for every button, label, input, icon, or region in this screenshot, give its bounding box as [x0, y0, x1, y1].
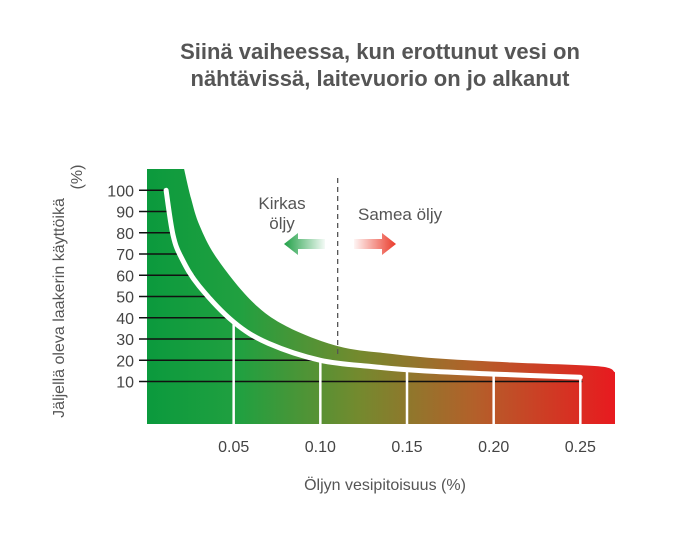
vertical-gridlines	[232, 322, 582, 424]
y-axis-label: Jäljellä oleva laakerin käyttöikä (%)	[51, 165, 86, 418]
x-axis-label: Öljyn vesipitoisuus (%)	[304, 476, 466, 494]
clear-oil-label-line1: Kirkas	[258, 194, 305, 213]
clear-oil-label-line2: öljy	[269, 214, 295, 233]
y-tick-label: 60	[116, 268, 134, 285]
cloudy-oil-label: Samea öljy	[358, 205, 443, 224]
x-tick-label: 0.10	[305, 439, 336, 456]
x-tick-label: 0.25	[565, 439, 596, 456]
y-tick-label: 30	[116, 332, 134, 349]
x-tick-labels: 0.05 0.10 0.15 0.20 0.25	[218, 439, 596, 456]
y-axis-label-line1: Jäljellä oleva laakerin käyttöikä	[51, 198, 68, 418]
horizontal-gridlines	[139, 189, 583, 383]
y-tick-label: 80	[116, 226, 134, 243]
x-tick-label: 0.20	[478, 439, 509, 456]
y-tick-label: 10	[116, 375, 134, 392]
y-tick-label: 100	[107, 183, 134, 200]
green-arrow-icon	[284, 233, 325, 255]
y-axis-label-line2: (%)	[69, 165, 86, 190]
y-tick-label: 70	[116, 247, 134, 264]
y-tick-label: 20	[116, 353, 134, 370]
chart-title: Siinä vaiheessa, kun erottunut vesi on n…	[0, 38, 700, 92]
red-arrow-icon	[354, 233, 396, 255]
y-tick-label: 50	[116, 290, 134, 307]
title-line-2: nähtävissä, laitevuorio on jo alkanut	[190, 66, 570, 91]
lifetime-curve	[163, 187, 583, 380]
y-tick-label: 90	[116, 205, 134, 222]
x-tick-label: 0.15	[391, 439, 422, 456]
title-line-1: Siinä vaiheessa, kun erottunut vesi on	[180, 39, 580, 64]
x-tick-label: 0.05	[218, 439, 249, 456]
y-tick-labels: 10 20 30 40 50 60 70 80 90 100	[107, 183, 134, 391]
clear-oil-annotation: Kirkas öljy	[258, 194, 325, 255]
y-tick-label: 40	[116, 311, 134, 328]
cloudy-oil-annotation: Samea öljy	[354, 205, 443, 255]
